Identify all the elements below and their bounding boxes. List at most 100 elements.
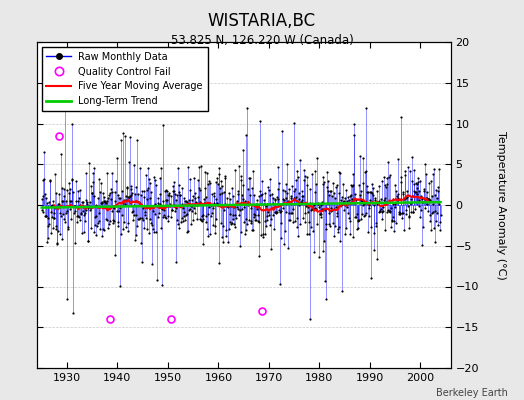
Point	[305, 230, 313, 237]
Point	[364, 228, 372, 235]
Point	[302, 200, 310, 206]
Point	[247, 217, 256, 224]
Point	[254, 212, 263, 218]
Point	[414, 175, 422, 181]
Point	[62, 186, 71, 193]
Point	[120, 219, 128, 226]
Point	[323, 178, 332, 184]
Point	[71, 240, 79, 246]
Point	[410, 187, 418, 194]
Point	[154, 214, 162, 220]
Point	[293, 233, 302, 239]
Point	[46, 178, 54, 184]
Point	[63, 207, 72, 214]
Point	[71, 208, 80, 214]
Point	[249, 227, 257, 233]
Point	[223, 195, 231, 202]
Point	[271, 209, 280, 215]
Point	[428, 209, 436, 216]
Point	[47, 203, 55, 210]
Point	[111, 188, 119, 195]
Point	[366, 197, 375, 203]
Point	[172, 258, 181, 265]
Point	[77, 211, 85, 217]
Point	[268, 205, 276, 212]
Point	[398, 215, 407, 221]
Point	[368, 185, 377, 192]
Point	[316, 201, 325, 208]
Point	[274, 196, 282, 202]
Point	[308, 171, 316, 177]
Point	[413, 180, 422, 187]
Point	[40, 176, 48, 182]
Point	[101, 199, 109, 206]
Point	[315, 203, 323, 210]
Point	[355, 217, 364, 224]
Point	[41, 213, 49, 219]
Point	[61, 219, 70, 226]
Point	[286, 216, 294, 223]
Point	[303, 174, 312, 180]
Point	[266, 176, 275, 182]
Point	[162, 215, 170, 222]
Point	[334, 190, 343, 196]
Point	[216, 190, 224, 197]
Point	[99, 226, 107, 232]
Point	[380, 196, 388, 203]
Point	[110, 205, 118, 211]
Point	[206, 231, 214, 237]
Point	[318, 199, 326, 205]
Point	[309, 206, 318, 212]
Point	[214, 165, 223, 172]
Point	[314, 254, 323, 260]
Point	[150, 228, 158, 235]
Point	[371, 195, 379, 202]
Point	[366, 189, 374, 196]
Point	[49, 225, 57, 231]
Point	[151, 200, 159, 207]
Point	[287, 195, 296, 202]
Point	[352, 214, 361, 220]
Point	[177, 219, 185, 225]
Point	[381, 195, 389, 202]
Point	[92, 213, 100, 219]
Point	[232, 201, 240, 208]
Point	[104, 225, 113, 231]
Point	[84, 237, 93, 244]
Point	[413, 190, 421, 197]
Point	[399, 188, 408, 195]
Point	[388, 216, 396, 223]
Point	[77, 210, 85, 216]
Point	[385, 174, 394, 180]
Point	[255, 192, 263, 199]
Point	[202, 194, 211, 200]
Point	[149, 208, 157, 214]
Point	[279, 205, 287, 212]
Point	[276, 281, 285, 288]
Point	[277, 235, 285, 241]
Point	[188, 208, 196, 214]
Point	[269, 204, 278, 210]
Point	[403, 188, 411, 194]
Point	[80, 211, 89, 218]
Point	[237, 177, 245, 184]
Point	[169, 188, 178, 194]
Point	[301, 219, 310, 225]
Point	[83, 199, 91, 206]
Point	[400, 227, 409, 233]
Point	[292, 168, 301, 174]
Point	[428, 171, 436, 178]
Point	[188, 203, 196, 209]
Point	[88, 190, 96, 197]
Point	[291, 177, 300, 183]
Point	[298, 188, 306, 194]
Point	[290, 188, 299, 194]
Point	[175, 188, 183, 195]
Point	[82, 170, 91, 176]
Point	[196, 187, 204, 193]
Point	[416, 178, 424, 184]
Point	[61, 102, 69, 108]
Point	[378, 216, 387, 222]
Point	[149, 174, 158, 180]
Point	[136, 215, 144, 221]
